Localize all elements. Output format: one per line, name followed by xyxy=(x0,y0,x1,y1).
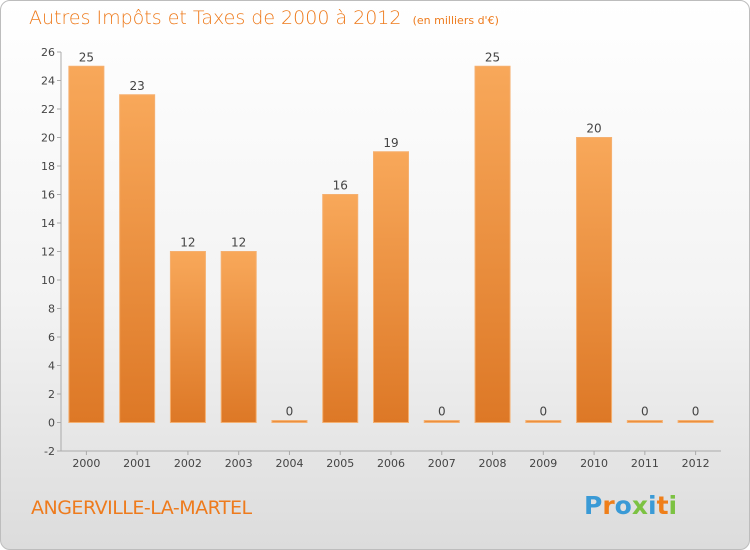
logo-letter: r xyxy=(602,491,615,520)
value-label: 16 xyxy=(333,179,348,193)
value-label: 12 xyxy=(231,236,246,250)
logo-letter: o xyxy=(614,491,632,520)
bar xyxy=(271,420,308,423)
bar xyxy=(119,94,156,423)
value-label: 20 xyxy=(586,122,601,136)
x-tick-label: 2012 xyxy=(682,457,710,470)
bar xyxy=(677,420,714,423)
x-tick-label: 2002 xyxy=(174,457,202,470)
y-tick-label: 6 xyxy=(48,331,55,344)
chart-subtitle: (en milliers d'€) xyxy=(412,14,499,27)
value-label: 23 xyxy=(130,79,145,93)
x-tick-label: 2001 xyxy=(123,457,151,470)
value-label: 0 xyxy=(641,405,649,419)
value-label: 0 xyxy=(286,405,294,419)
x-tick-label: 2000 xyxy=(72,457,100,470)
x-tick-label: 2009 xyxy=(529,457,557,470)
value-label: 0 xyxy=(438,405,446,419)
value-label: 19 xyxy=(383,136,398,150)
proxiti-logo: Proxiti xyxy=(584,491,677,520)
y-tick-label: 16 xyxy=(41,189,55,202)
bar xyxy=(626,420,663,423)
value-label: 0 xyxy=(692,405,700,419)
y-tick-label: 20 xyxy=(41,132,55,145)
bar xyxy=(68,65,105,423)
y-tick-label: 18 xyxy=(41,160,55,173)
y-tick-label: 4 xyxy=(48,360,55,373)
x-tick-label: 2007 xyxy=(428,457,456,470)
x-tick-label: 2008 xyxy=(479,457,507,470)
y-tick-label: 0 xyxy=(48,417,55,430)
x-tick-label: 2010 xyxy=(580,457,608,470)
bar xyxy=(474,65,511,423)
bar xyxy=(220,251,257,423)
logo-letter: t xyxy=(656,491,669,520)
value-label: 25 xyxy=(79,50,94,64)
bar xyxy=(423,420,460,423)
y-tick-label: 24 xyxy=(41,75,55,88)
bar xyxy=(576,137,613,423)
x-tick-label: 2005 xyxy=(326,457,354,470)
labels: 25 23 12 12 0 16 19 0 25 0 20 0 0 xyxy=(79,50,700,418)
y-tick-label: 12 xyxy=(41,246,55,259)
logo-letter: i xyxy=(668,491,678,520)
x-tick-label: 2011 xyxy=(631,457,659,470)
bar xyxy=(373,151,409,423)
x-tick-label: 2006 xyxy=(377,457,405,470)
value-label: 12 xyxy=(180,236,195,250)
logo-letter: P xyxy=(584,491,603,520)
bar xyxy=(525,420,562,423)
chart-title: Autres Impôts et Taxes de 2000 à 2012 xyxy=(29,7,402,29)
y-tick-label: 8 xyxy=(48,303,55,316)
x-tick-label: 2003 xyxy=(225,457,253,470)
y-tick-label: 22 xyxy=(41,103,55,116)
x-tick-label: 2004 xyxy=(275,457,303,470)
y-tick-label: -2 xyxy=(44,445,55,458)
y-tick-label: 2 xyxy=(48,388,55,401)
y-tick-label: 14 xyxy=(41,217,55,230)
bars xyxy=(68,65,714,423)
title-block: Autres Impôts et Taxes de 2000 à 2012 (e… xyxy=(29,7,499,29)
bar xyxy=(322,194,359,423)
logo-letter: x xyxy=(631,491,648,520)
logo-letter: i xyxy=(648,491,657,520)
bar xyxy=(169,251,206,423)
commune-name: ANGERVILLE-LA-MARTEL xyxy=(31,497,252,519)
value-label: 0 xyxy=(539,405,547,419)
y-tick-label: 10 xyxy=(41,274,55,287)
value-label: 25 xyxy=(485,50,500,64)
y-tick-label: 26 xyxy=(41,46,55,59)
